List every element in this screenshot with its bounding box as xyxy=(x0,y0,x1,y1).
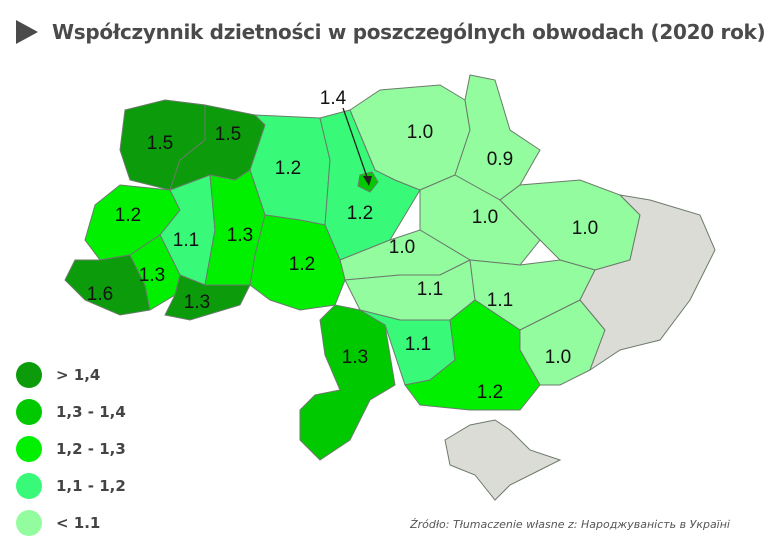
region-value-label: 1.2 xyxy=(477,382,503,403)
region-shape xyxy=(444,419,562,501)
region-value-label: 1.0 xyxy=(545,347,571,368)
legend-label: < 1.1 xyxy=(56,513,101,532)
legend-item: < 1.1 xyxy=(16,504,126,541)
region-shape xyxy=(299,304,396,461)
region-shape xyxy=(454,74,541,201)
legend-item: 1,2 - 1,3 xyxy=(16,430,126,467)
region-value-label: 1.0 xyxy=(472,207,498,228)
legend-swatch xyxy=(16,361,42,388)
legend-swatch xyxy=(16,435,42,462)
region-value-label: 1.3 xyxy=(342,347,368,368)
legend-label: 1,3 - 1,4 xyxy=(56,402,126,421)
region-value-label: 1.2 xyxy=(347,203,373,224)
legend-item: 1,1 - 1,2 xyxy=(16,467,126,504)
region-value-label: 1.1 xyxy=(487,290,513,311)
region-value-label: 1.1 xyxy=(405,334,431,355)
region-shape xyxy=(404,299,541,411)
region-value-label: 1.2 xyxy=(115,205,141,226)
region-value-label: 1.1 xyxy=(417,279,443,300)
region-value-label: 1.6 xyxy=(87,284,113,305)
region-value-label: 0.9 xyxy=(487,149,513,170)
legend-swatch xyxy=(16,398,42,425)
region-value-label: 1.0 xyxy=(572,218,598,239)
legend: > 1,4 1,3 - 1,4 1,2 - 1,3 1,1 - 1,2 < 1.… xyxy=(16,356,126,541)
region-value-label: 1.0 xyxy=(389,237,415,258)
legend-item: 1,3 - 1,4 xyxy=(16,393,126,430)
region-value-label: 1.3 xyxy=(139,265,165,286)
legend-swatch xyxy=(16,509,42,536)
arrow-head-icon xyxy=(363,176,372,186)
legend-label: 1,2 - 1,3 xyxy=(56,439,126,458)
map-title: Współczynnik dzietności w poszczególnych… xyxy=(52,20,766,44)
source-note: Źródło: Tłumaczenie własne z: Народжуван… xyxy=(410,518,730,531)
region-value-label: 1.2 xyxy=(289,254,315,275)
legend-swatch xyxy=(16,472,42,499)
legend-label: 1,1 - 1,2 xyxy=(56,476,126,495)
kyiv-city-value-label: 1.4 xyxy=(320,88,347,109)
title-row: Współczynnik dzietności w poszczególnych… xyxy=(16,20,766,44)
region-shape xyxy=(164,274,251,321)
triangle-bullet-icon xyxy=(16,20,38,44)
legend-label: > 1,4 xyxy=(56,365,101,384)
region-shape xyxy=(579,194,716,372)
region-value-label: 1.1 xyxy=(173,230,199,251)
legend-item: > 1,4 xyxy=(16,356,126,393)
region-value-label: 1.3 xyxy=(184,292,210,313)
region-value-label: 1.5 xyxy=(147,133,173,154)
kyiv-pointer-line xyxy=(342,107,369,181)
region-value-label: 1.2 xyxy=(275,158,301,179)
region-value-label: 1.3 xyxy=(227,225,253,246)
region-value-label: 1.0 xyxy=(407,122,433,143)
region-value-label: 1.5 xyxy=(215,124,241,145)
